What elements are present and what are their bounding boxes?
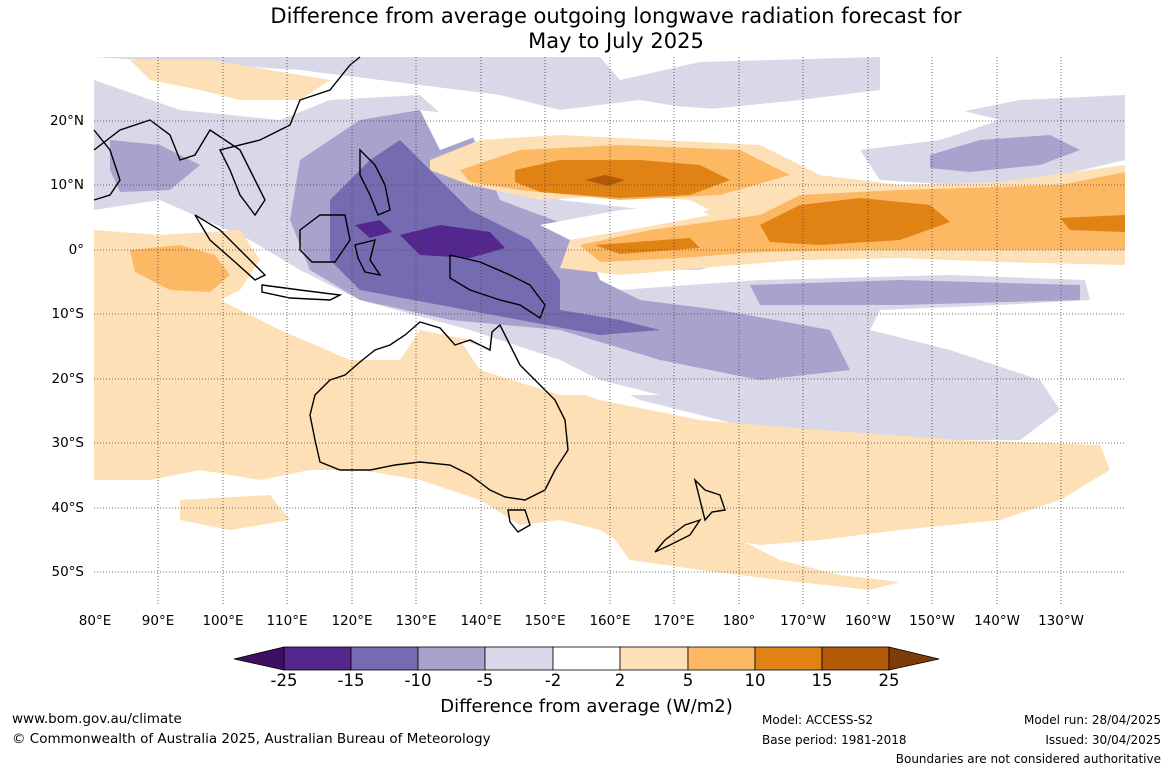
lon-label: 150°W (909, 613, 955, 629)
colorbar-tick-label: -2 (544, 671, 562, 690)
lon-label: 160°E (589, 613, 631, 629)
map-title-line2: May to July 2025 (528, 29, 704, 53)
colorbar (233, 646, 940, 671)
neg-anomaly-mid-3 (750, 280, 1080, 305)
pos-anomaly-south-2 (180, 495, 290, 530)
lon-label: 90°E (141, 613, 175, 629)
colorbar-extend-high (888, 646, 940, 671)
lat-label: 30°S (51, 435, 85, 451)
neutral-region-north-pacific (420, 100, 1000, 165)
pos-anomaly-indian (94, 230, 1110, 560)
neg-anomaly-region-ne-inner (930, 135, 1080, 172)
neg-anomaly-mid-1 (110, 140, 200, 192)
india-coast (93, 129, 121, 201)
colorbar-tick-label: 2 (614, 671, 626, 690)
pos-anomaly-strong-east (760, 198, 950, 245)
lat-label: 0° (68, 242, 84, 258)
australia-coast (309, 321, 569, 501)
lon-label: 180° (722, 613, 756, 629)
base-period: Base period: 1981-2018 (762, 733, 907, 747)
colorbar-bin-5 (552, 646, 621, 671)
issued-date: Issued: 30/04/2025 (1045, 733, 1161, 747)
neg-anomaly-core-2 (355, 220, 392, 238)
colorbar-title: Difference from average (W/m2) (440, 696, 733, 717)
colorbar-bin-6 (619, 646, 689, 671)
lat-label: 10°S (51, 306, 85, 322)
colorbar-tick-label: -25 (270, 671, 298, 690)
neutral-region-equator (540, 205, 710, 240)
lat-label: 40°S (51, 500, 85, 516)
colorbar-tick-label: 10 (744, 671, 766, 690)
lon-label: 110°E (266, 613, 308, 629)
java-coast (261, 284, 343, 301)
asia-coast (93, 56, 361, 217)
colorbar-tick-label: 5 (682, 671, 694, 690)
lat-label: 10°N (49, 177, 84, 193)
colorbar-tick-label: -15 (337, 671, 365, 690)
colorbar-bin-9 (821, 646, 890, 671)
copyright-text: © Commonwealth of Australia 2025, Austra… (12, 731, 491, 747)
pos-anomaly-strong-east2 (1060, 215, 1125, 232)
colorbar-bin-4 (484, 646, 554, 671)
website-link[interactable]: www.bom.gov.au/climate (12, 711, 182, 727)
neutral-region-south (460, 340, 660, 395)
philippines-coast (359, 148, 391, 216)
new-zealand-north (693, 477, 726, 522)
lon-label: 140°E (460, 613, 502, 629)
lon-label: 130°W (1038, 613, 1084, 629)
lon-label: 160°W (845, 613, 891, 629)
sulawesi-coast (354, 239, 382, 277)
lon-label: 140°W (974, 613, 1020, 629)
model-name: Model: ACCESS-S2 (762, 713, 874, 727)
colorbar-bin-8 (754, 646, 823, 671)
pos-anomaly-indian-medium (130, 245, 230, 292)
colorbar-extend-low (233, 646, 285, 671)
map-title: Difference from average outgoing longwav… (0, 4, 1173, 54)
neg-anomaly-region-north (94, 57, 880, 110)
lon-label: 170°E (653, 613, 695, 629)
lon-label: 80°E (78, 613, 112, 629)
tasmania-coast (507, 509, 531, 533)
lat-label: 50°S (51, 564, 85, 580)
pos-anomaly-core (585, 175, 625, 186)
colorbar-tick-label: 25 (878, 671, 900, 690)
pos-anomaly-strong-strip (595, 238, 700, 254)
anomaly-shading (94, 57, 1125, 590)
graticule (94, 57, 1125, 605)
lon-label: 100°E (202, 613, 244, 629)
sumatra-coast (194, 214, 267, 281)
colorbar-tick-label: -10 (404, 671, 432, 690)
lon-label: 170°W (780, 613, 826, 629)
lat-label: 20°S (51, 371, 85, 387)
map-title-line1: Difference from average outgoing longwav… (270, 4, 962, 28)
coastlines (93, 56, 726, 553)
pos-anomaly-south-3 (600, 520, 900, 590)
lon-label: 130°E (395, 613, 437, 629)
pos-anomaly-strong-north (515, 160, 730, 198)
pos-anomaly-asia (130, 60, 360, 100)
colorbar-bin-7 (687, 646, 756, 671)
new-guinea-coast (449, 254, 546, 320)
lon-label: 150°E (524, 613, 566, 629)
borneo-coast (299, 214, 351, 263)
lat-label: 20°N (49, 113, 84, 129)
colorbar-tick-label: -5 (476, 671, 494, 690)
pos-anomaly-south-1 (94, 400, 210, 470)
colorbar-bin-2 (350, 646, 419, 671)
colorbar-tick-label: 15 (811, 671, 833, 690)
colorbar-bin-1 (283, 646, 352, 671)
new-zealand-south (654, 518, 702, 553)
colorbar-bin-3 (417, 646, 486, 671)
lon-label: 120°E (331, 613, 373, 629)
model-run-date: Model run: 28/04/2025 (1023, 713, 1161, 727)
boundary-disclaimer: Boundaries are not considered authoritat… (895, 752, 1161, 766)
